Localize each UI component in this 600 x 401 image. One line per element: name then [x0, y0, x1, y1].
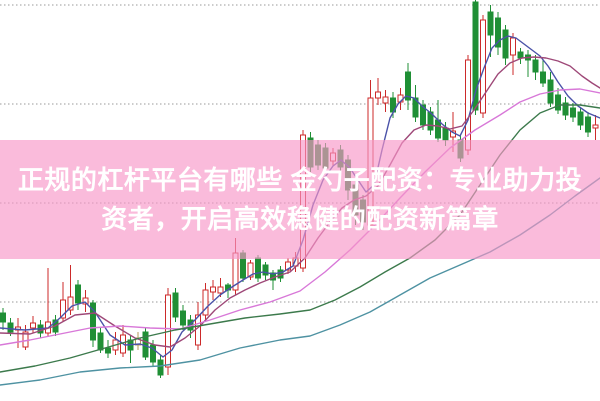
- candle: [22, 325, 29, 350]
- ma-line-ma30: [0, 104, 600, 373]
- candle: [577, 107, 584, 130]
- candle: [105, 340, 111, 358]
- candle: [262, 262, 269, 280]
- candle: [555, 88, 561, 114]
- candle: [82, 290, 89, 312]
- candle: [570, 103, 576, 122]
- candle: [480, 15, 486, 118]
- candle: [172, 288, 179, 322]
- candle: [285, 258, 291, 274]
- candle: [487, 5, 494, 57]
- candle: [75, 280, 81, 310]
- headline-line-1: 正规的杠杆平台有哪些 金勺子配资：专业助力投: [17, 164, 583, 195]
- candle: [127, 335, 134, 363]
- candle: [585, 112, 591, 137]
- candle: [502, 25, 509, 65]
- candle: [510, 33, 516, 75]
- candle: [112, 332, 119, 355]
- candle: [375, 78, 381, 105]
- candle: [90, 300, 96, 347]
- headline-banner: 正规的杠杆平台有哪些 金勺子配资：专业助力投 资者，开启高效稳健的配资新篇章: [0, 140, 600, 259]
- candle: [202, 283, 209, 320]
- candle: [472, 0, 479, 115]
- candle: [180, 305, 186, 330]
- candle: [495, 12, 501, 55]
- ma-line-ma20: [0, 88, 600, 346]
- candle: [382, 90, 389, 112]
- candle: [562, 97, 569, 120]
- candle: [517, 48, 524, 64]
- candle: [547, 72, 554, 107]
- candle: [255, 255, 261, 282]
- candle: [412, 85, 419, 122]
- candle: [592, 115, 599, 140]
- candle: [247, 260, 254, 280]
- candle: [210, 280, 216, 300]
- candle: [525, 50, 531, 77]
- candle: [30, 316, 36, 333]
- candle: [0, 308, 6, 330]
- candle: [135, 332, 141, 350]
- candle: [142, 328, 149, 360]
- candle: [532, 55, 539, 80]
- candle: [540, 60, 546, 87]
- headline-line-2: 资者，开启高效稳健的配资新篇章: [101, 203, 499, 234]
- candle: [405, 63, 411, 110]
- candle: [420, 100, 426, 130]
